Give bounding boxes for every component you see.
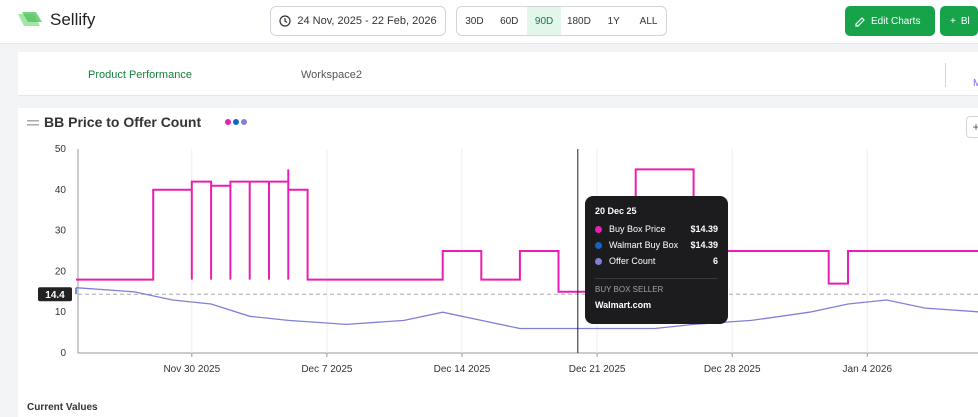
date-range-picker[interactable]: 24 Nov, 2025 - 22 Feb, 2026 <box>270 6 446 36</box>
tooltip-swatch <box>595 241 602 249</box>
edit-charts-button[interactable]: Edit Charts <box>845 6 935 36</box>
tooltip-row-offer-count: Offer Count 6 <box>595 256 718 266</box>
tab-overflow-text: M <box>973 78 978 89</box>
y-tick-label: 10 <box>55 307 67 318</box>
chart-add-button[interactable]: + <box>966 116 978 138</box>
tooltip-seller: Walmart.com <box>595 300 652 310</box>
reference-label-box <box>38 287 72 302</box>
legend-dot-walmart <box>233 119 239 125</box>
chart-tooltip: 20 Dec 25 Buy Box Price $14.39 Walmart B… <box>585 196 728 324</box>
date-range-text: 24 Nov, 2025 - 22 Feb, 2026 <box>297 15 437 27</box>
x-tick-label: Dec 28 2025 <box>704 364 761 375</box>
workspace-tabs: Product Performance Workspace2 M <box>18 52 978 96</box>
tooltip-separator <box>595 278 718 279</box>
y-tick-label: 30 <box>55 226 67 237</box>
x-tick-label: Dec 7 2025 <box>301 364 353 375</box>
plus-icon: + <box>950 15 956 27</box>
series-line-buy-box-price <box>76 168 978 293</box>
legend-dot-buy-box <box>225 119 231 125</box>
brand-name: Sellify <box>50 10 96 29</box>
tooltip-seller-heading: BUY BOX SELLER <box>595 285 664 294</box>
x-tick-label: Dec 14 2025 <box>434 364 491 375</box>
y-tick-label: 40 <box>55 185 67 196</box>
clock-icon <box>279 15 291 27</box>
sellify-logo-icon <box>18 12 42 26</box>
tooltip-row-walmart-buy-box: Walmart Buy Box $14.39 <box>595 240 718 250</box>
range-all[interactable]: ALL <box>639 15 658 27</box>
tab-product-performance[interactable]: Product Performance <box>88 69 192 81</box>
tooltip-swatch <box>595 257 602 265</box>
line-chart: 0 10 20 30 40 50 Nov 30 2025 Dec 7 2025 Dec 14 2… <box>38 144 978 375</box>
range-30d[interactable]: 30D <box>465 15 484 27</box>
current-values-heading: Current Values <box>27 402 98 413</box>
tooltip-row-buy-box-price: Buy Box Price $14.39 <box>595 224 718 234</box>
tooltip-date: 20 Dec 25 <box>595 206 637 216</box>
range-selector: 30D 60D 90D 180D 1Y ALL <box>456 6 667 36</box>
tab-workspace2[interactable]: Workspace2 <box>301 69 362 81</box>
x-tick-label: Dec 21 2025 <box>569 364 626 375</box>
top-bar: Sellify 24 Nov, 2025 - 22 Feb, 2026 30D … <box>0 0 978 44</box>
x-tick-label: Nov 30 2025 <box>163 364 220 375</box>
legend-dots <box>225 119 247 125</box>
tab-divider <box>945 63 946 87</box>
y-tick-label: 0 <box>60 348 66 359</box>
chart-card: BB Price to Offer Count + 0 10 20 30 40 50 Nov… <box>18 108 978 417</box>
edit-icon <box>855 16 865 27</box>
legend-dot-offer-count <box>241 119 247 125</box>
range-90d[interactable]: 90D <box>526 7 562 35</box>
range-180d[interactable]: 180D <box>566 15 591 27</box>
series-line-offer-count <box>75 287 978 330</box>
y-tick-label: 50 <box>55 144 67 155</box>
tooltip-swatch <box>595 225 602 233</box>
x-tick-label: Jan 4 2026 <box>843 364 893 375</box>
range-1y[interactable]: 1Y <box>607 15 620 27</box>
chart-title: BB Price to Offer Count <box>44 114 202 130</box>
add-button[interactable]: + Bl <box>940 6 978 36</box>
y-tick-label: 20 <box>55 266 67 277</box>
range-60d[interactable]: 60D <box>500 15 519 27</box>
drag-handle-icon[interactable] <box>27 120 39 126</box>
reference-label: 14.4 <box>45 290 65 301</box>
